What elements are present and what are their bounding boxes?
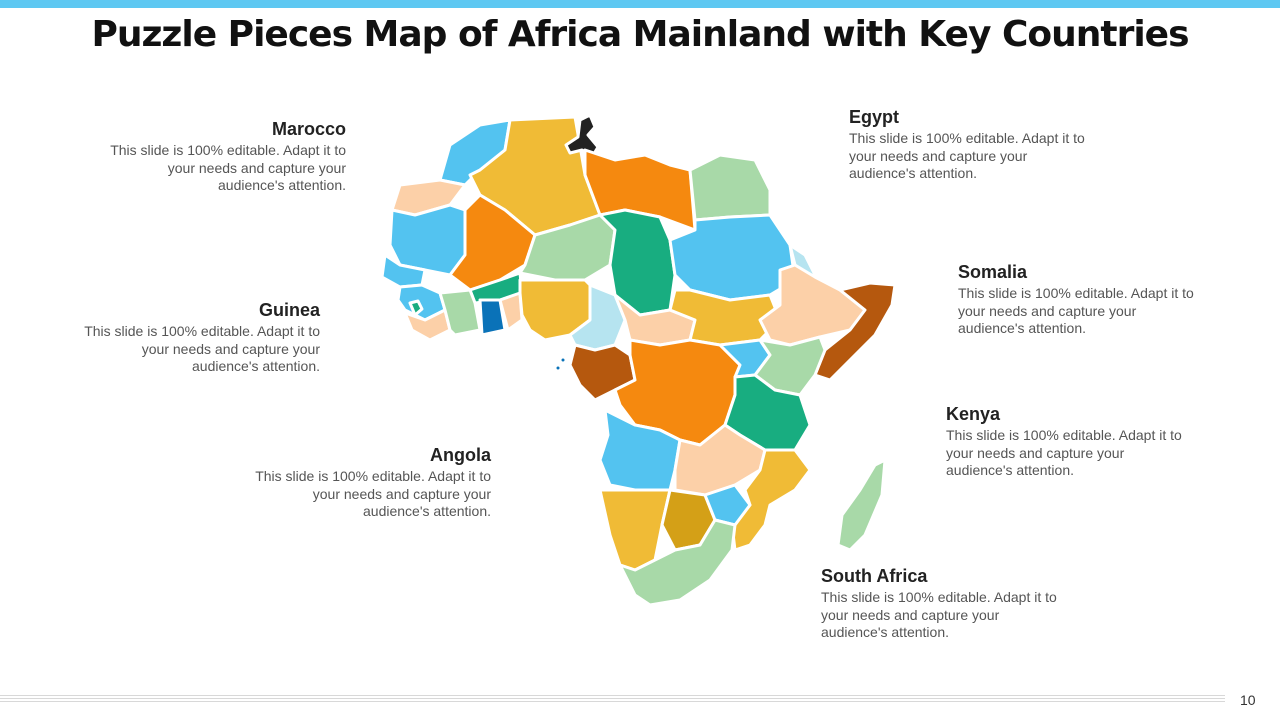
callout-egypt: Egypt This slide is 100% editable. Adapt… <box>849 107 1089 183</box>
map-piece-benin <box>498 291 524 332</box>
footer-rule <box>0 695 1225 707</box>
map-piece-ghana <box>478 298 507 337</box>
map-piece-guinea-bissau <box>408 299 424 317</box>
callout-marocco: Marocco This slide is 100% editable. Ada… <box>106 119 346 195</box>
callout-south-africa-text: This slide is 100% editable. Adapt it to… <box>821 589 1057 640</box>
page-number: 10 <box>1240 692 1256 708</box>
callout-kenya: Kenya This slide is 100% editable. Adapt… <box>946 404 1186 480</box>
map-piece-island-2 <box>553 363 563 373</box>
map-piece-zimbabwe <box>703 483 752 527</box>
map-piece-niger <box>518 213 617 282</box>
callout-south-africa: South Africa This slide is 100% editable… <box>821 566 1061 642</box>
map-piece-mozambique <box>730 448 812 552</box>
map-piece-south-africa <box>618 518 737 607</box>
callout-guinea-text: This slide is 100% editable. Adapt it to… <box>84 323 320 374</box>
callout-marocco-heading: Marocco <box>271 119 346 139</box>
callout-angola: Angola This slide is 100% editable. Adap… <box>251 445 491 521</box>
callout-egypt-text: This slide is 100% editable. Adapt it to… <box>849 130 1085 181</box>
map-piece-somalia <box>813 281 897 382</box>
callout-angola-heading: Angola <box>430 445 491 465</box>
slide-title: Puzzle Pieces Map of Africa Mainland wit… <box>91 14 1189 55</box>
callout-angola-text: This slide is 100% editable. Adapt it to… <box>255 468 491 519</box>
map-piece-ethiopia <box>758 263 867 347</box>
map-piece-madagascar <box>836 458 887 552</box>
callout-kenya-heading: Kenya <box>946 404 1001 424</box>
map-piece-cote-divoire <box>438 288 482 337</box>
callout-south-africa-heading: South Africa <box>821 566 928 586</box>
map-piece-egypt <box>688 153 772 222</box>
callout-marocco-text: This slide is 100% editable. Adapt it to… <box>110 142 346 193</box>
map-piece-kenya <box>753 335 827 397</box>
callout-somalia: Somalia This slide is 100% editable. Ada… <box>958 262 1198 338</box>
callout-somalia-heading: Somalia <box>958 262 1028 282</box>
map-piece-mali <box>448 193 537 292</box>
top-accent-bar <box>0 0 1280 8</box>
callout-guinea: Guinea This slide is 100% editable. Adap… <box>80 300 320 376</box>
callout-guinea-heading: Guinea <box>258 300 320 320</box>
callout-egypt-heading: Egypt <box>849 107 900 127</box>
callout-kenya-text: This slide is 100% editable. Adapt it to… <box>946 427 1182 478</box>
map-piece-island-1 <box>558 355 568 365</box>
callout-somalia-text: This slide is 100% editable. Adapt it to… <box>958 285 1194 336</box>
africa-puzzle-map <box>380 113 897 607</box>
